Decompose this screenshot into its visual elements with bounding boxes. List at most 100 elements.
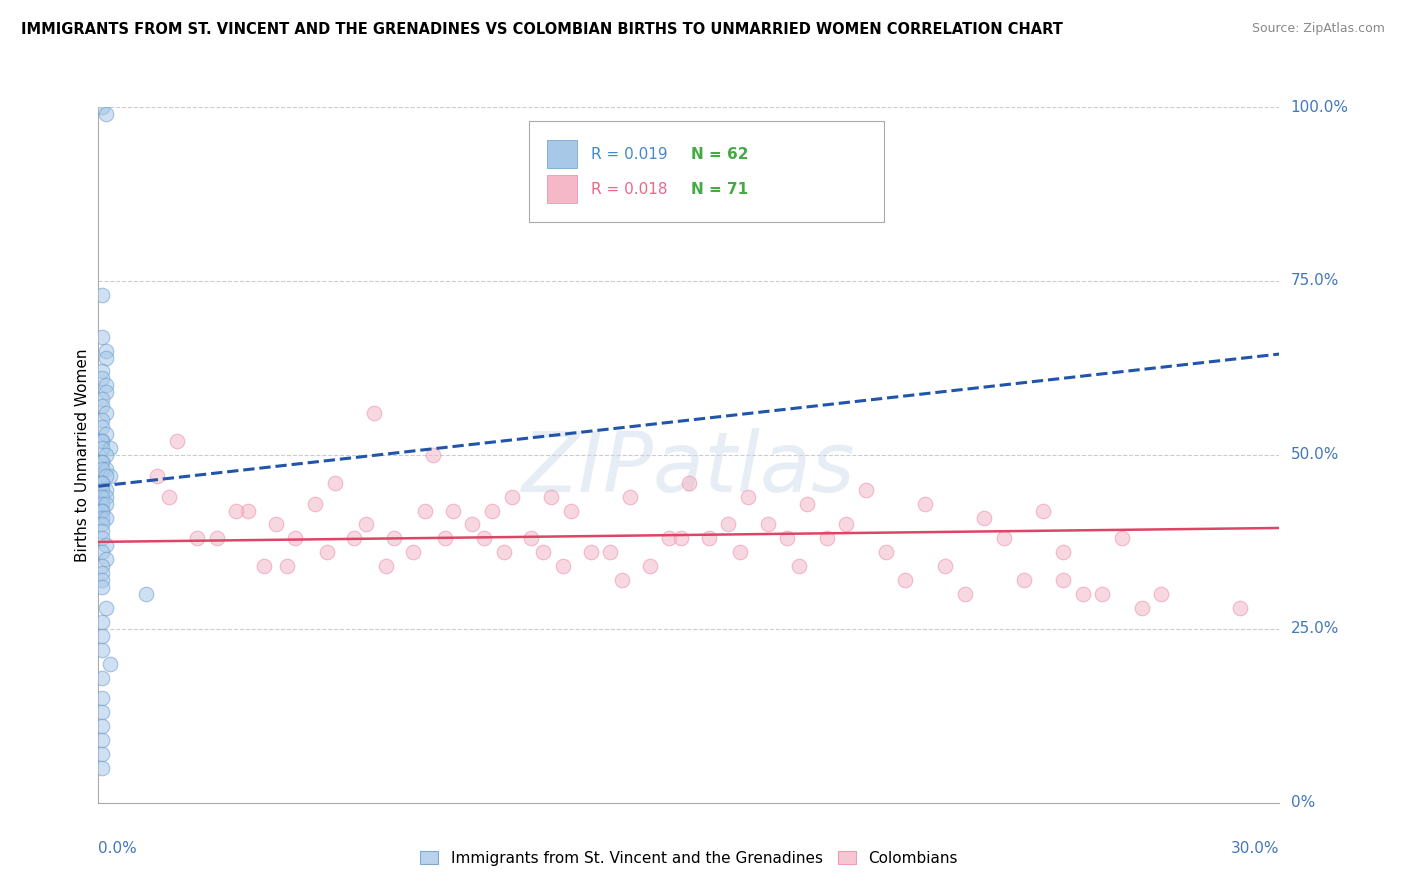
Text: 0.0%: 0.0% <box>98 841 138 856</box>
Point <box>264 517 287 532</box>
Point <box>756 517 779 532</box>
Point <box>91 566 114 581</box>
Text: IMMIGRANTS FROM ST. VINCENT AND THE GRENADINES VS COLOMBIAN BIRTHS TO UNMARRIED : IMMIGRANTS FROM ST. VINCENT AND THE GREN… <box>21 22 1063 37</box>
Point <box>855 483 877 497</box>
Point <box>96 448 118 462</box>
Point <box>934 559 956 574</box>
Text: ZIPatlas: ZIPatlas <box>522 428 856 509</box>
Point <box>91 420 114 434</box>
Point <box>993 532 1015 546</box>
Point <box>461 517 484 532</box>
Point <box>540 490 562 504</box>
Point <box>91 524 114 539</box>
Point <box>98 657 121 671</box>
Point <box>776 532 799 546</box>
Point <box>91 517 114 532</box>
Point <box>1052 545 1074 559</box>
Point <box>225 503 247 517</box>
Text: R = 0.018: R = 0.018 <box>591 182 678 196</box>
Point <box>579 545 602 559</box>
Point <box>315 545 337 559</box>
Point <box>737 490 759 504</box>
Point <box>678 475 700 490</box>
Point <box>91 747 114 761</box>
Point <box>875 545 897 559</box>
Point <box>91 671 114 685</box>
Point <box>787 559 810 574</box>
Point <box>1150 587 1173 601</box>
Point <box>96 406 118 420</box>
Point <box>815 532 838 546</box>
Point <box>520 532 543 546</box>
Point <box>796 497 818 511</box>
Point <box>91 497 114 511</box>
Point <box>91 455 114 469</box>
Point <box>96 468 118 483</box>
Point <box>492 545 515 559</box>
Point <box>422 448 444 462</box>
Point <box>717 517 740 532</box>
Point <box>638 559 661 574</box>
Point <box>835 517 858 532</box>
Point <box>91 490 114 504</box>
Point <box>973 510 995 524</box>
Point <box>96 510 118 524</box>
Point <box>91 483 114 497</box>
Point <box>96 378 118 392</box>
Point <box>91 441 114 455</box>
Point <box>91 364 114 378</box>
Point <box>91 371 114 385</box>
FancyBboxPatch shape <box>530 121 884 222</box>
Point <box>91 462 114 476</box>
Text: 30.0%: 30.0% <box>1232 841 1279 856</box>
Text: 25.0%: 25.0% <box>1291 622 1339 636</box>
Point <box>96 427 118 442</box>
Text: N = 71: N = 71 <box>692 182 748 196</box>
Point <box>91 532 114 546</box>
Text: 100.0%: 100.0% <box>1291 100 1348 114</box>
Point <box>1229 601 1251 615</box>
Point <box>1111 532 1133 546</box>
Point <box>669 532 692 546</box>
Point <box>551 559 574 574</box>
Text: 75.0%: 75.0% <box>1291 274 1339 288</box>
Point <box>157 490 180 504</box>
Text: Source: ZipAtlas.com: Source: ZipAtlas.com <box>1251 22 1385 36</box>
Text: N = 62: N = 62 <box>692 147 749 161</box>
Text: R = 0.019: R = 0.019 <box>591 147 678 161</box>
Point <box>91 545 114 559</box>
Point <box>304 497 326 511</box>
Point <box>343 532 366 546</box>
Point <box>96 497 118 511</box>
Point <box>1130 601 1153 615</box>
Point <box>91 510 114 524</box>
Point <box>91 503 114 517</box>
Point <box>91 413 114 427</box>
Point <box>253 559 276 574</box>
Point <box>658 532 681 546</box>
Point <box>1071 587 1094 601</box>
Point <box>472 532 495 546</box>
Point <box>433 532 456 546</box>
Point <box>186 532 208 546</box>
Point <box>914 497 936 511</box>
Point <box>1012 573 1035 587</box>
Text: 0%: 0% <box>1291 796 1315 810</box>
Point <box>96 462 118 476</box>
Legend: Immigrants from St. Vincent and the Grenadines, Colombians: Immigrants from St. Vincent and the Gren… <box>413 845 965 871</box>
Point <box>1091 587 1114 601</box>
Point <box>91 434 114 448</box>
Point <box>619 490 641 504</box>
Point <box>894 573 917 587</box>
Point <box>91 719 114 733</box>
Point <box>91 761 114 775</box>
Point <box>91 503 114 517</box>
Point <box>96 351 118 365</box>
Point <box>276 559 298 574</box>
Point <box>413 503 436 517</box>
Point <box>441 503 464 517</box>
Point <box>91 329 114 343</box>
Point <box>91 573 114 587</box>
Point <box>146 468 169 483</box>
Point <box>96 107 118 121</box>
